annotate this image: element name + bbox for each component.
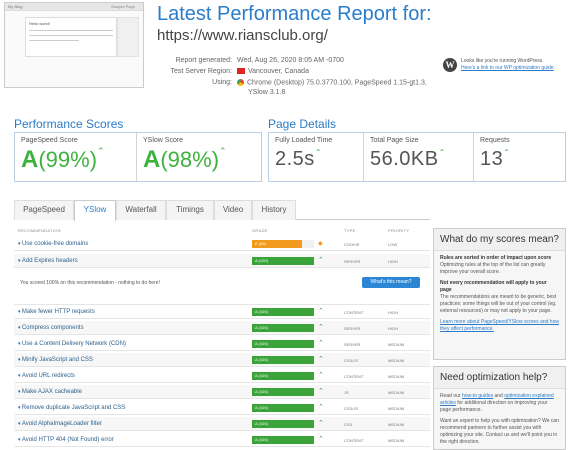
up-arrow-icon: ⌃: [318, 388, 324, 395]
grade-bar: E (56): [252, 240, 314, 248]
meta-report-generated: Report generated: Wed, Aug 26, 2020 8:05…: [175, 57, 344, 64]
tab-waterfall[interactable]: Waterfall: [116, 200, 166, 220]
grade-bar: A (100): [252, 404, 314, 412]
yslow-score: YSlow Score A(98%)⌃: [143, 137, 227, 173]
grade-bar: A (100): [252, 372, 314, 380]
up-arrow-icon: ⌃: [318, 404, 324, 411]
up-arrow-icon: ⌃: [318, 372, 324, 379]
wordpress-notice: W Looks like you're running WordPress. H…: [443, 58, 563, 74]
whats-this-mean-button[interactable]: What's this mean?: [362, 277, 420, 288]
thumbnail-menu: Sample Page: [110, 4, 135, 9]
up-arrow-icon: ⌃: [318, 420, 324, 427]
up-arrow-icon: ⌃: [318, 308, 324, 315]
scores-meaning-box: What do my scores mean? Rules are sorted…: [433, 228, 566, 360]
up-arrow-icon: ⌃: [314, 148, 323, 157]
page-details-title: Page Details: [268, 117, 337, 131]
table-row[interactable]: Make AJAX cacheable A (100) ⌃ JS MEDIUM: [14, 385, 430, 399]
table-row[interactable]: Compress components A (100) ⌃ SERVER HIG…: [14, 321, 430, 335]
wordpress-logo-icon: W: [443, 58, 457, 72]
chrome-icon: [237, 79, 244, 86]
tab-history[interactable]: History: [252, 200, 296, 220]
wp-guide-link[interactable]: Here's a link to our WP optimization gui…: [461, 65, 554, 71]
meta-test-region: Test Server Region: Vancouver, Canada: [170, 68, 309, 75]
up-arrow-icon: ⌃: [97, 146, 105, 156]
table-header: RECOMMENDATION GRADE TYPE PRIORITY: [18, 228, 410, 233]
up-arrow-icon: ⌃: [503, 148, 511, 157]
performance-scores-title: Performance Scores: [14, 117, 124, 131]
table-row[interactable]: Avoid URL redirects A (100) ⌃ CONTENT ME…: [14, 369, 430, 383]
up-arrow-icon: ⌃: [318, 340, 324, 347]
table-row[interactable]: Avoid HTTP 404 (Not Found) error A (100)…: [14, 433, 430, 447]
tab-pagespeed[interactable]: PageSpeed: [14, 200, 74, 220]
performance-scores-panel: PageSpeed Score A(99%)⌃ YSlow Score A(98…: [14, 132, 262, 182]
up-arrow-icon: ⌃: [219, 146, 227, 156]
table-row[interactable]: Use cookie-free domains E (56) ◆ COOKIE …: [14, 237, 430, 251]
total-page-size: Total Page Size 56.0KB⌃: [364, 133, 474, 181]
grade-bar: A (100): [252, 340, 314, 348]
report-tabs: PageSpeed YSlow Waterfall Timings Video …: [14, 198, 430, 221]
optimization-help-title: Need optimization help?: [434, 367, 565, 389]
grade-bar: A (100): [252, 420, 314, 428]
grade-bar: A (100): [252, 257, 314, 265]
table-row[interactable]: Make fewer HTTP requests A (100) ⌃ CONTE…: [14, 305, 430, 319]
fully-loaded-time: Fully Loaded Time 2.5s⌃: [269, 133, 364, 181]
table-row[interactable]: Add Expires headers A (100) ⌃ SERVER HIG…: [14, 254, 430, 268]
thumbnail-heading: Hello world!: [29, 21, 50, 26]
recommendation-details: You scored 100% on this recommendation -…: [14, 269, 430, 305]
learn-more-link[interactable]: Learn more about PageSpeed/YSlow scores …: [440, 319, 559, 332]
optimization-help-box: Need optimization help? Read our how-to …: [433, 366, 566, 450]
thumbnail-site-name: My Blog: [5, 3, 143, 11]
grade-bar: A (100): [252, 324, 314, 332]
report-title: Latest Performance Report for:: [157, 3, 432, 25]
table-row[interactable]: Avoid AlphaImageLoader filter A (100) ⌃ …: [14, 417, 430, 431]
report-url[interactable]: https://www.riansclub.org/: [157, 27, 328, 44]
tab-video[interactable]: Video: [214, 200, 252, 220]
up-arrow-icon: ⌃: [438, 148, 446, 157]
pagespeed-score: PageSpeed Score A(99%)⌃: [15, 133, 137, 181]
table-row[interactable]: Minify JavaScript and CSS A (100) ⌃ CSS/…: [14, 353, 430, 367]
table-row[interactable]: Remove duplicate JavaScript and CSS A (1…: [14, 401, 430, 415]
thumbnail-post: Hello world!: [25, 17, 117, 57]
how-to-guides-link[interactable]: how-to guides: [461, 393, 494, 399]
up-arrow-icon: ⌃: [318, 257, 324, 264]
up-arrow-icon: ⌃: [318, 324, 324, 331]
page-details-panel: Fully Loaded Time 2.5s⌃ Total Page Size …: [268, 132, 566, 182]
grade-bar: A (100): [252, 308, 314, 316]
requests: Requests 13⌃: [480, 137, 511, 170]
table-row[interactable]: Use a Content Delivery Network (CDN) A (…: [14, 337, 430, 351]
meta-using: Using: Chrome (Desktop) 75.0.3770.100, P…: [212, 79, 427, 96]
grade-bar: A (100): [252, 436, 314, 444]
page-screenshot-thumbnail: My Blog Sample Page Hello world!: [4, 2, 144, 88]
tab-yslow[interactable]: YSlow: [74, 200, 116, 221]
canada-flag-icon: [237, 68, 245, 75]
up-arrow-icon: ⌃: [318, 436, 324, 443]
scores-meaning-title: What do my scores mean?: [434, 229, 565, 251]
grade-bar: A (100): [252, 356, 314, 364]
tab-timings[interactable]: Timings: [166, 200, 214, 220]
thumbnail-sidebar: [117, 17, 139, 57]
optimization-articles-link[interactable]: optimization explained articles: [440, 393, 554, 406]
warning-diamond-icon: ◆: [318, 241, 323, 247]
up-arrow-icon: ⌃: [318, 356, 324, 363]
grade-bar: A (100): [252, 388, 314, 396]
